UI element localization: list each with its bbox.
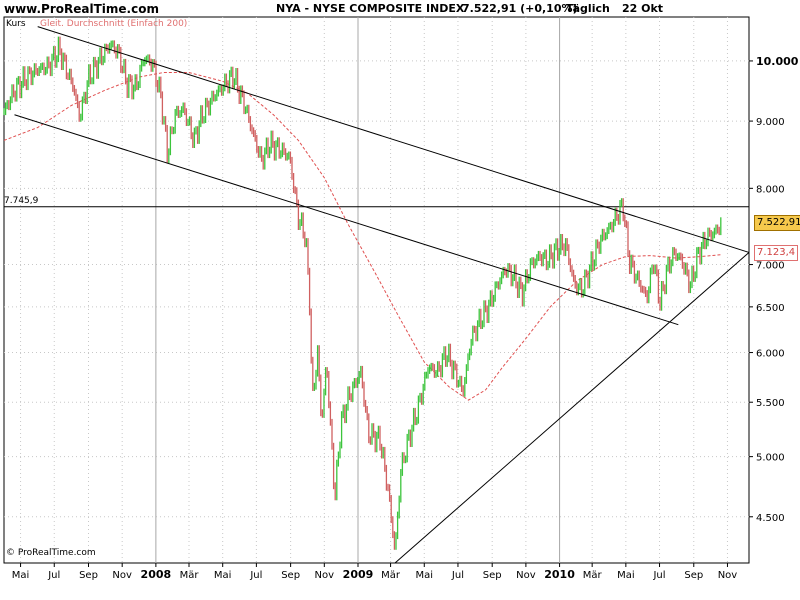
x-tick-label: Sep bbox=[684, 570, 703, 581]
x-tick-label: Jul bbox=[47, 570, 60, 581]
x-tick-label: 2010 bbox=[544, 568, 575, 581]
moving-average-line bbox=[3, 72, 722, 401]
x-tick-label: Jul bbox=[451, 570, 464, 581]
trend-line bbox=[37, 26, 750, 253]
x-tick-label: Sep bbox=[483, 570, 502, 581]
x-tick-label: Mai bbox=[617, 570, 635, 581]
y-tick-label: 6.000 bbox=[756, 349, 785, 360]
x-tick-label: Sep bbox=[79, 570, 98, 581]
legend-ma: Gleit. Durchschnitt (Einfach 200) bbox=[40, 19, 188, 29]
x-tick-label: Mai bbox=[12, 570, 30, 581]
x-tick-label: Nov bbox=[112, 570, 132, 581]
x-tick-label: 2008 bbox=[141, 568, 172, 581]
ma-price-tag: 7.123,4 bbox=[754, 245, 799, 261]
last-price-tag: 7.522,91 bbox=[754, 215, 800, 231]
level-label: 7.745,9 bbox=[4, 196, 39, 206]
x-tick-label: Jul bbox=[652, 570, 665, 581]
y-tick-label: 5.000 bbox=[756, 453, 785, 464]
x-tick-label: 2009 bbox=[343, 568, 374, 581]
plot-frame bbox=[3, 16, 750, 564]
x-tick-label: Mär bbox=[180, 570, 200, 581]
y-tick-label: 9.000 bbox=[756, 117, 785, 128]
y-tick-label: 10.000 bbox=[756, 55, 799, 68]
y-tick-label: 6.500 bbox=[756, 303, 785, 314]
x-tick-label: Mai bbox=[415, 570, 433, 581]
x-tick-label: Nov bbox=[718, 570, 738, 581]
trend-line bbox=[394, 252, 750, 564]
y-tick-label: 5.500 bbox=[756, 398, 785, 409]
copyright: © ProRealTime.com bbox=[6, 548, 96, 558]
y-tick-label: 8.000 bbox=[756, 184, 785, 195]
period: Täglich bbox=[566, 2, 610, 15]
y-tick-label: 7.000 bbox=[756, 261, 785, 272]
y-tick-label: 4.500 bbox=[756, 513, 785, 524]
x-tick-label: Mai bbox=[214, 570, 232, 581]
x-tick-label: Sep bbox=[281, 570, 300, 581]
legend-price: Kurs bbox=[6, 19, 26, 29]
last-value: 7.522,91 (+0,10%) bbox=[462, 2, 578, 15]
date: 22 Okt bbox=[622, 2, 664, 15]
x-tick-label: Mär bbox=[381, 570, 401, 581]
chart-title: NYA - NYSE COMPOSITE INDEX bbox=[276, 2, 465, 15]
trend-line bbox=[14, 114, 679, 326]
x-tick-label: Mär bbox=[583, 570, 603, 581]
x-tick-label: Nov bbox=[315, 570, 335, 581]
x-tick-label: Nov bbox=[516, 570, 536, 581]
x-tick-label: Jul bbox=[249, 570, 262, 581]
site-name[interactable]: www.ProRealTime.com bbox=[4, 2, 159, 16]
